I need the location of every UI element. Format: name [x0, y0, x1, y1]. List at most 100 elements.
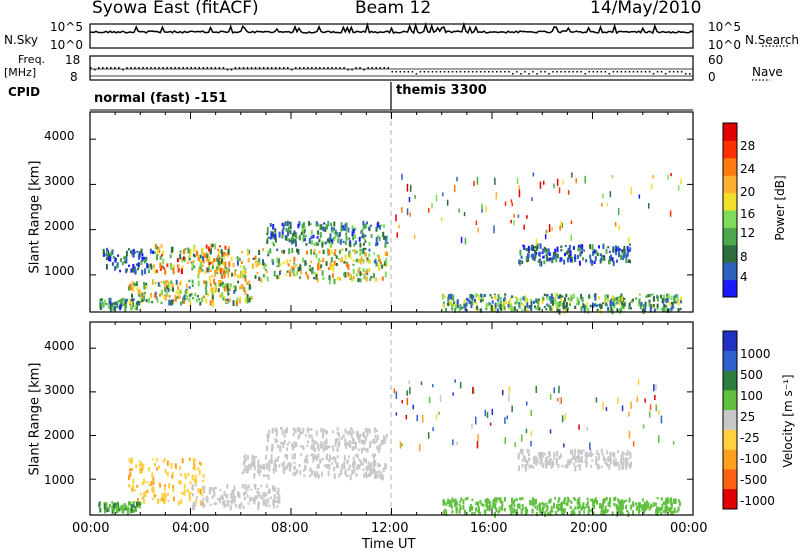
data-cell	[321, 457, 324, 461]
data-cell	[280, 441, 282, 445]
xtick-2: 08:00	[271, 521, 309, 536]
data-cell	[566, 251, 568, 255]
data-cell	[368, 464, 371, 469]
data-cell	[199, 262, 202, 268]
data-cell	[141, 295, 144, 300]
freq-dot	[620, 71, 623, 73]
data-cell	[316, 236, 319, 239]
data-cell	[140, 493, 142, 496]
data-cell	[285, 466, 287, 471]
velocity-ticks	[89, 322, 694, 515]
data-cell	[478, 507, 480, 512]
data-cell	[363, 473, 365, 478]
data-cell	[128, 248, 130, 251]
data-cell	[620, 254, 622, 260]
data-cell	[373, 427, 376, 433]
data-cell	[601, 203, 603, 207]
data-cell	[154, 281, 157, 284]
data-cell	[201, 248, 204, 254]
data-cell	[628, 243, 631, 246]
data-cell	[553, 183, 555, 189]
data-cell	[252, 457, 255, 463]
data-cell	[239, 296, 242, 300]
data-cell	[563, 499, 566, 502]
data-cell	[557, 499, 560, 504]
data-cell	[182, 256, 185, 261]
data-cell	[243, 455, 246, 459]
data-cell	[609, 300, 612, 306]
data-cell	[638, 508, 640, 514]
data-cell	[482, 294, 484, 300]
data-cell	[308, 221, 311, 226]
data-cell	[192, 493, 194, 497]
data-cell	[157, 498, 159, 505]
data-cell	[278, 270, 281, 275]
data-cell	[375, 237, 378, 243]
data-cell	[355, 273, 358, 277]
data-cell	[649, 293, 652, 297]
data-cell	[329, 237, 331, 240]
data-cell	[143, 259, 146, 264]
data-cell	[520, 255, 523, 259]
data-cell	[129, 501, 132, 506]
data-cell	[247, 484, 250, 489]
data-cell	[393, 388, 396, 394]
data-cell	[324, 227, 327, 232]
beam-title: Beam 12	[355, 0, 432, 18]
data-cell	[648, 299, 651, 303]
data-cell	[577, 457, 580, 463]
data-cell	[572, 246, 575, 250]
data-cell	[514, 301, 517, 305]
data-cell	[438, 411, 440, 415]
data-cell	[623, 297, 626, 300]
data-cell	[276, 248, 279, 252]
data-cell	[113, 506, 116, 510]
data-cell	[526, 460, 529, 466]
data-cell	[586, 497, 589, 501]
colorbar-swatch	[723, 175, 737, 194]
data-cell	[266, 438, 269, 443]
data-cell	[583, 307, 586, 313]
data-cell	[559, 453, 562, 459]
data-cell	[477, 434, 479, 442]
data-cell	[581, 244, 584, 250]
data-cell	[556, 253, 559, 259]
data-cell	[515, 297, 518, 300]
data-cell	[596, 308, 599, 312]
freq-dot	[604, 71, 607, 73]
data-cell	[649, 505, 652, 509]
data-cell	[330, 222, 333, 227]
data-cell	[364, 247, 367, 251]
data-cell	[574, 305, 577, 309]
data-cell	[677, 506, 680, 512]
data-cell	[107, 303, 110, 309]
data-cell	[454, 498, 457, 503]
freq-dot	[258, 67, 261, 69]
data-cell	[366, 474, 369, 477]
data-cell	[460, 306, 463, 310]
data-cell	[556, 246, 559, 253]
data-cell	[167, 287, 170, 292]
data-cell	[253, 458, 256, 465]
data-cell	[167, 281, 170, 287]
data-cell	[604, 498, 607, 501]
data-cell	[549, 393, 552, 400]
data-cell	[558, 455, 561, 460]
data-cell	[351, 232, 354, 236]
data-cell	[549, 462, 552, 466]
data-cell	[322, 241, 325, 245]
data-cell	[366, 427, 369, 433]
data-cell	[602, 401, 604, 410]
data-cell	[362, 225, 365, 230]
data-cell	[147, 269, 150, 273]
data-cell	[363, 432, 365, 438]
data-cell	[242, 265, 245, 270]
data-cell	[158, 284, 161, 287]
data-cell	[618, 509, 621, 514]
colorbar-swatch	[723, 279, 737, 298]
data-cell	[489, 501, 492, 506]
data-cell	[617, 207, 620, 216]
freq-dot	[311, 67, 313, 69]
data-cell	[292, 445, 294, 451]
data-cell	[463, 212, 466, 217]
